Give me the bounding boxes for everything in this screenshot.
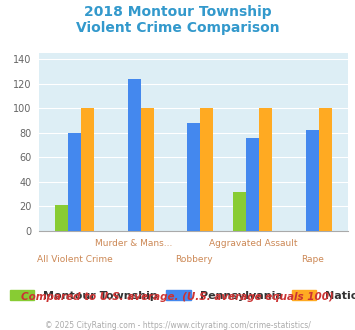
Bar (233, 192, 246, 231)
Bar (68, 133, 81, 231)
Bar (127, 79, 141, 231)
Text: Violent Crime Comparison: Violent Crime Comparison (76, 21, 279, 35)
Bar (187, 123, 200, 231)
Legend: Montour Township, Pennsylvania, National: Montour Township, Pennsylvania, National (10, 290, 355, 301)
Text: © 2025 CityRating.com - https://www.cityrating.com/crime-statistics/: © 2025 CityRating.com - https://www.city… (45, 321, 310, 330)
Text: Rape: Rape (301, 255, 324, 264)
Text: All Violent Crime: All Violent Crime (37, 255, 113, 264)
Bar (81, 108, 94, 231)
Bar (141, 108, 154, 231)
Text: Aggravated Assault: Aggravated Assault (209, 239, 297, 248)
Bar (260, 108, 273, 231)
Text: Compared to U.S. average. (U.S. average equals 100): Compared to U.S. average. (U.S. average … (21, 292, 334, 302)
Text: 2018 Montour Township: 2018 Montour Township (84, 5, 271, 19)
Bar (246, 138, 260, 231)
Bar (55, 205, 68, 231)
Text: Murder & Mans...: Murder & Mans... (95, 239, 173, 248)
Bar (319, 108, 332, 231)
Text: Robbery: Robbery (175, 255, 212, 264)
Bar (306, 130, 319, 231)
Bar (200, 108, 213, 231)
